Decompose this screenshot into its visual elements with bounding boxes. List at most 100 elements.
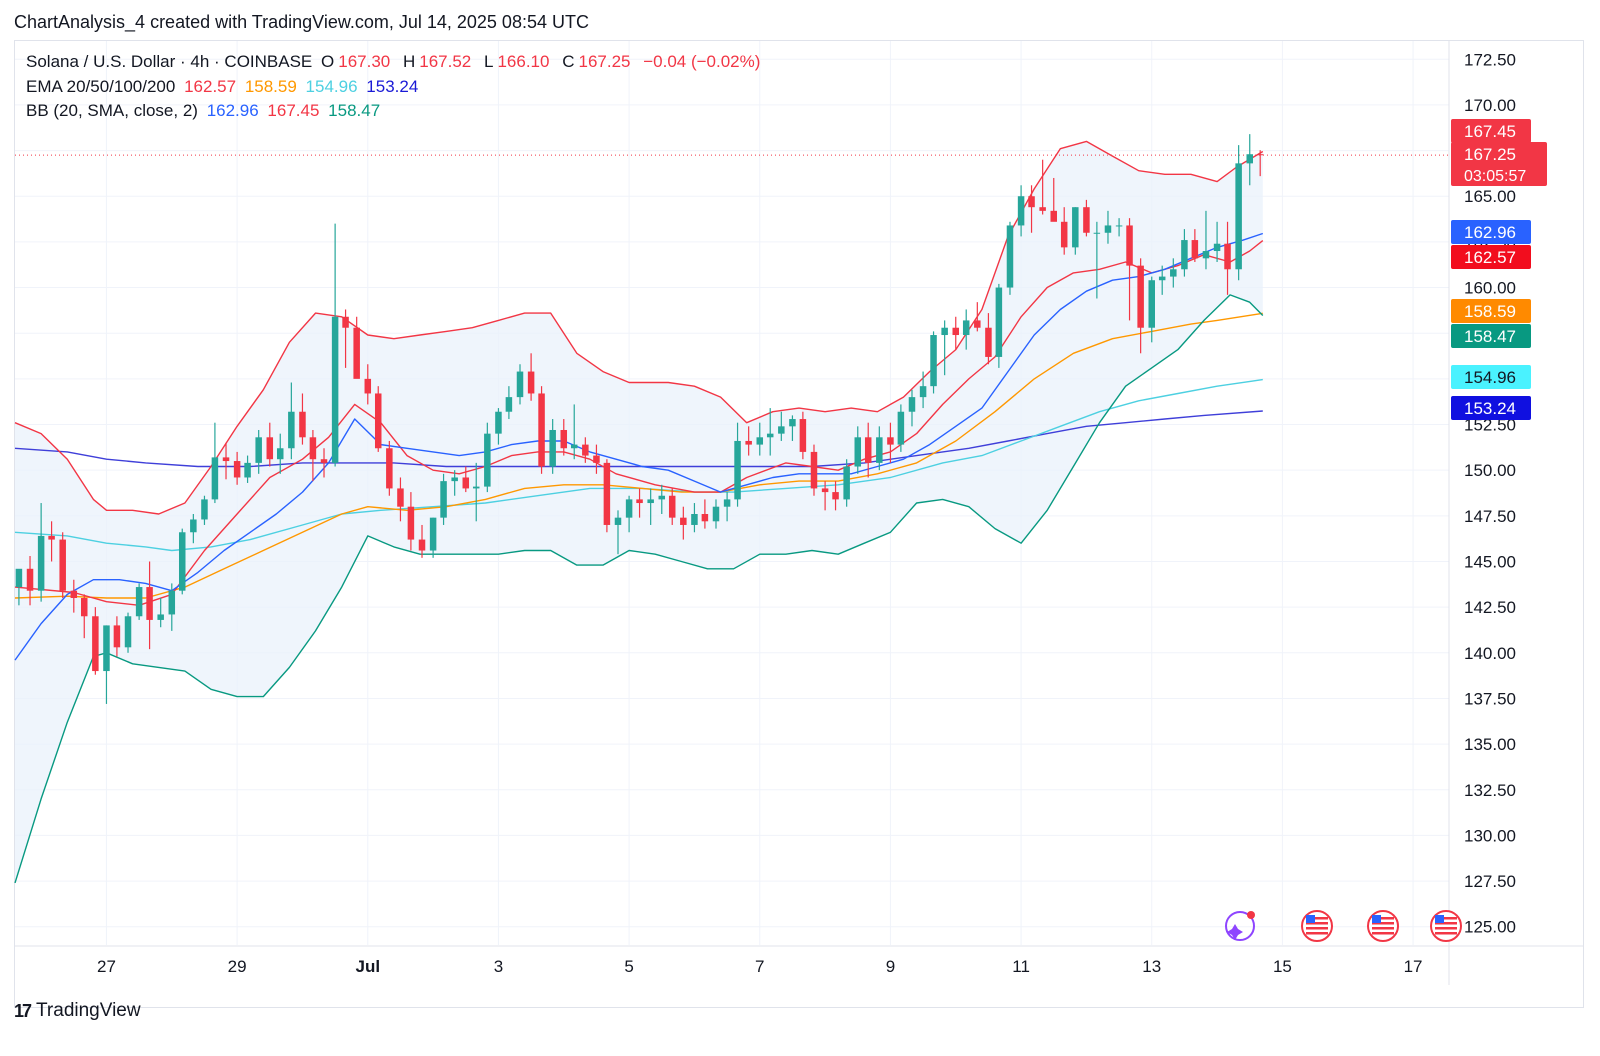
candle-body: [691, 514, 698, 525]
candle: [593, 444, 600, 474]
price-tag: 162.96: [1451, 220, 1531, 244]
candle-body: [876, 437, 883, 463]
candle: [48, 521, 55, 562]
candle: [222, 442, 230, 480]
candle-body: [440, 481, 447, 518]
candle: [397, 477, 404, 522]
price-tag-label: 162.96: [1464, 223, 1516, 242]
candle: [364, 364, 372, 405]
price-tag: 162.57: [1451, 245, 1531, 269]
chart-frame[interactable]: [14, 40, 1584, 1008]
candle: [1246, 134, 1253, 186]
candle-body: [897, 411, 905, 445]
ai-icon-ring: [1225, 911, 1255, 941]
candle: [1181, 229, 1188, 277]
candle-body: [320, 459, 328, 463]
candle-body: [1224, 243, 1231, 270]
candle-body: [59, 539, 66, 591]
candle-body: [734, 440, 741, 500]
candle: [353, 316, 360, 379]
candle-body: [766, 433, 774, 438]
candle-body: [429, 517, 437, 551]
candle-body: [527, 371, 535, 394]
candle-body: [582, 444, 589, 456]
candle-body: [1256, 154, 1264, 156]
candle: [429, 517, 437, 558]
candle-body: [495, 411, 502, 434]
candle-body: [1104, 225, 1112, 233]
flag-stripe: [1372, 932, 1394, 935]
candle-body: [843, 466, 850, 500]
candle: [178, 528, 186, 595]
price-tick-label: 152.50: [1464, 416, 1516, 435]
candle-body: [70, 590, 78, 599]
flag-stripe: [1372, 927, 1394, 930]
candle-body: [756, 437, 764, 445]
candle-body: [233, 461, 241, 478]
candle-body: [549, 429, 556, 467]
candle-body: [472, 486, 480, 489]
candle: [549, 419, 556, 474]
price-tick-label: 145.00: [1464, 552, 1516, 571]
time-tick-label: 27: [97, 957, 116, 976]
candle: [723, 492, 731, 522]
candle: [614, 510, 622, 555]
candle: [516, 364, 524, 405]
time-tick-label: 11: [1012, 957, 1030, 976]
candle: [462, 466, 470, 493]
candle: [789, 415, 796, 441]
time-tick-label: 5: [624, 957, 633, 976]
price-tick-label: 150.00: [1464, 461, 1516, 480]
candle: [320, 448, 328, 478]
candle-body: [1235, 163, 1242, 270]
bb-label[interactable]: BB (20, SMA, close, 2): [26, 101, 198, 120]
candle: [299, 393, 306, 445]
candle-body: [712, 506, 720, 522]
candle: [570, 404, 578, 460]
candle-body: [309, 437, 317, 460]
candle-body: [484, 433, 491, 487]
candle-body: [331, 316, 339, 463]
candle-body: [701, 514, 709, 522]
candle-body: [668, 495, 676, 518]
ai-icon-star: [1227, 924, 1243, 940]
candle: [309, 429, 317, 482]
candle: [1006, 221, 1014, 295]
price-tick-label: 140.00: [1464, 644, 1516, 663]
price-tag-bg: [1451, 119, 1531, 143]
candle-body: [1072, 207, 1079, 248]
candle-body: [1093, 232, 1101, 234]
candle: [832, 481, 839, 511]
candle: [766, 408, 774, 456]
price-tick-label: 132.50: [1464, 781, 1516, 800]
bb-band-fill: [15, 141, 1263, 883]
bb-legend[interactable]: BB (20, SMA, close, 2) 162.96 167.45 158…: [26, 101, 384, 121]
price-tick-label: 147.50: [1464, 507, 1516, 526]
candle: [190, 514, 197, 544]
candle-body: [386, 448, 393, 489]
brand-name: TradingView: [36, 1000, 141, 1021]
candle: [680, 506, 687, 540]
candle-body: [288, 411, 295, 449]
candle: [266, 422, 274, 467]
us-flag-icon: [1367, 910, 1399, 942]
price-tag: 158.59: [1451, 299, 1531, 323]
candle-body: [658, 495, 666, 500]
candle-body: [962, 320, 970, 336]
price-tag: 153.24: [1451, 396, 1531, 420]
ema-legend[interactable]: EMA 20/50/100/200 162.57 158.59 154.96 1…: [26, 77, 422, 97]
price-tag-bg: [1451, 396, 1531, 420]
ema-label[interactable]: EMA 20/50/100/200: [26, 77, 176, 96]
candle: [854, 426, 862, 474]
price-tag: 167.45: [1451, 119, 1531, 143]
symbol-name[interactable]: Solana / U.S. Dollar · 4h · COINBASE: [26, 52, 313, 71]
change-value: −0.04 (−0.02%): [643, 52, 761, 71]
candle-body: [995, 287, 1003, 357]
tradingview-brand[interactable]: 17 TradingView: [14, 1000, 141, 1022]
candle-body: [418, 539, 426, 551]
candle: [647, 488, 654, 525]
candle: [15, 568, 23, 606]
ohlc-legend[interactable]: Solana / U.S. Dollar · 4h · COINBASE O 16…: [26, 52, 764, 72]
time-tick-label: 17: [1404, 957, 1423, 976]
